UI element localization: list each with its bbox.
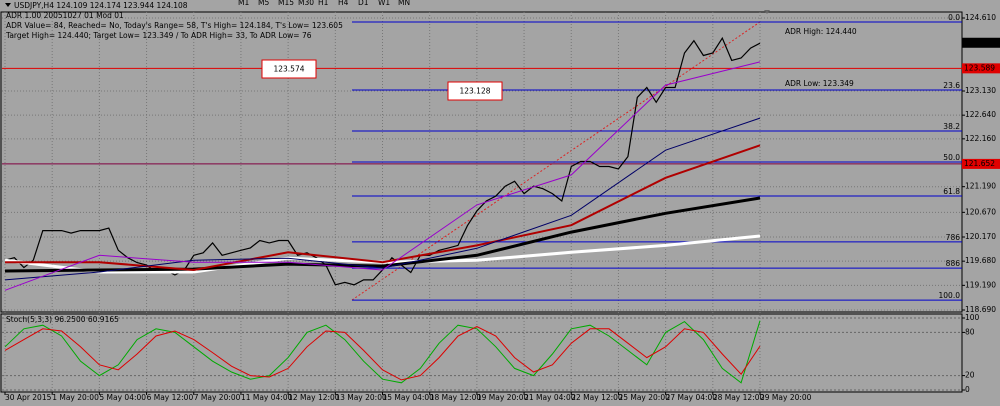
timeframe-button[interactable]: MN — [398, 0, 410, 7]
y-tick-label: 122.640 — [965, 110, 996, 119]
x-tick-label: 28 May 12:00 — [713, 393, 765, 402]
value-box — [447, 81, 503, 101]
y-tick-label: 122.160 — [965, 134, 996, 143]
y-tick-label: 121.190 — [965, 182, 996, 191]
x-tick-label: 11 May 04:00 — [241, 393, 293, 402]
timeframe-button[interactable]: W1 — [378, 0, 390, 7]
series-line — [4, 196, 761, 273]
series-line — [4, 326, 761, 381]
y-tick-label: 20 — [965, 371, 975, 380]
y-tick-label: 0 — [965, 385, 970, 394]
x-tick-label: 19 May 20:00 — [477, 393, 529, 402]
timeframe-button[interactable]: D1 — [358, 0, 369, 7]
x-tick-label: 1 May 20:00 — [52, 393, 99, 402]
fib-label: 886 — [946, 259, 961, 268]
y-tick-label: 120.670 — [965, 207, 996, 216]
x-tick-label: 30 Apr 2015 — [5, 393, 52, 402]
x-tick-label: 7 May 20:00 — [194, 393, 241, 402]
price-box — [962, 63, 1000, 74]
y-tick-label: 80 — [965, 327, 975, 336]
timeframe-button[interactable]: M15 — [278, 0, 294, 7]
adr-label: ADR Low: 123.349 — [785, 79, 854, 88]
y-tick-label: 123.130 — [965, 86, 996, 95]
value-box-label: 123.128 — [459, 87, 490, 96]
price-box-label: 121.652 — [964, 159, 995, 168]
series-line — [4, 320, 761, 384]
x-tick-label: 22 May 12:00 — [571, 393, 623, 402]
x-tick-label: 12 May 12:00 — [288, 393, 340, 402]
adr-label: ADR High: 124.440 — [785, 27, 857, 36]
menu-icon — [5, 3, 11, 7]
shift-marker — [764, 10, 770, 14]
timeframe-button[interactable]: M1 — [238, 0, 249, 7]
value-box-label: 123.574 — [273, 65, 304, 74]
fib-label: 50.0 — [943, 153, 960, 162]
x-tick-label: 21 May 04:00 — [524, 393, 576, 402]
series-line — [5, 144, 761, 272]
x-tick-label: 27 May 04:00 — [666, 393, 718, 402]
price-box-label: 123.589 — [964, 63, 995, 72]
timeframe-button[interactable]: H4 — [338, 0, 349, 7]
x-tick-label: 15 May 04:00 — [383, 393, 435, 402]
x-tick-label: 18 May 12:00 — [430, 393, 482, 402]
indicator-title: Stoch(5,3,3) 96.2500 60.9165 — [6, 315, 119, 324]
chart-title: USDJPY,H4 124.109 124.174 123.944 124.10… — [14, 1, 188, 10]
y-tick-label: 100 — [965, 313, 980, 322]
annotation: ADR 1.00 20051027 01 Mod 01 — [6, 11, 124, 20]
stoch-frame — [0, 313, 963, 393]
series-line — [4, 61, 761, 291]
x-tick-label: 5 May 04:00 — [99, 393, 146, 402]
fib-label: 38.2 — [943, 122, 960, 131]
value-box — [261, 59, 317, 79]
y-tick-label: 118.690 — [965, 305, 996, 314]
y-tick-label: 119.680 — [965, 256, 996, 265]
fib-label: 23.6 — [943, 81, 960, 90]
fib-label: 786 — [946, 233, 961, 242]
series-line — [4, 117, 761, 281]
x-tick-label: 6 May 12:00 — [147, 393, 194, 402]
annotation: Target High= 124.440; Target Low= 123.34… — [5, 31, 312, 40]
y-tick-label: 124.610 — [965, 13, 996, 22]
y-tick-label: 119.190 — [965, 280, 996, 289]
x-tick-label: 13 May 20:00 — [335, 393, 387, 402]
x-tick-label: 25 May 20:00 — [618, 393, 670, 402]
annotation: ADR Value= 84, Reached= No, Today's Rang… — [6, 21, 343, 30]
price-box — [962, 37, 1000, 48]
price-box-label: 124.108 — [964, 38, 995, 47]
timeframe-button[interactable]: H1 — [318, 0, 329, 7]
price-box — [962, 158, 1000, 169]
fib-label: 61.8 — [943, 187, 960, 196]
timeframe-button[interactable]: M5 — [258, 0, 269, 7]
timeframe-button[interactable]: M30 — [298, 0, 314, 7]
fib-label: 0.0 — [948, 13, 960, 22]
x-tick-label: 29 May 20:00 — [760, 393, 812, 402]
y-tick-label: 120.170 — [965, 232, 996, 241]
fib-label: 100.0 — [939, 291, 961, 300]
